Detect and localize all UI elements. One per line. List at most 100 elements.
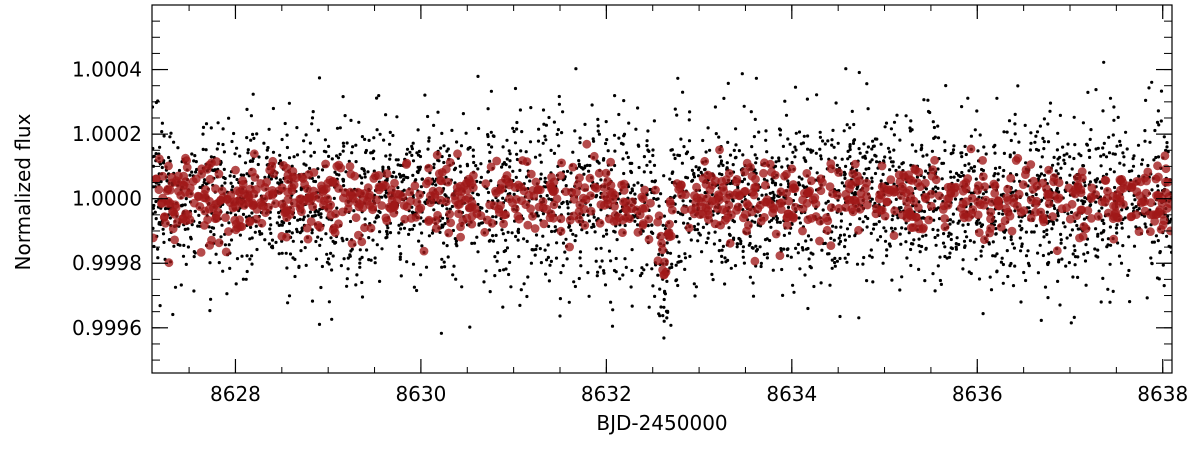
data-point [782, 247, 786, 251]
x-tick-label: 8628 [210, 382, 261, 406]
data-point [662, 336, 666, 340]
data-point [865, 150, 869, 154]
data-point [1162, 284, 1166, 288]
data-point [1024, 254, 1029, 258]
binned-point [770, 170, 780, 180]
binned-point [804, 188, 813, 198]
binned-point [164, 258, 174, 268]
data-point [287, 294, 292, 298]
data-point [595, 159, 599, 163]
data-point [1002, 151, 1007, 155]
data-point [245, 172, 249, 176]
data-point [794, 148, 798, 152]
data-point [337, 173, 341, 177]
data-point [870, 147, 874, 151]
binned-point [282, 213, 292, 223]
binned-point [990, 181, 1000, 191]
data-point [924, 169, 928, 173]
data-point [453, 237, 457, 241]
data-point [876, 238, 880, 242]
binned-point [981, 195, 991, 205]
binned-point [1048, 212, 1057, 221]
binned-point [176, 191, 186, 200]
data-point [216, 142, 220, 146]
data-point [408, 228, 412, 232]
data-point [524, 150, 528, 154]
data-point [862, 255, 866, 260]
data-point [285, 133, 289, 137]
data-point [1143, 129, 1147, 133]
data-point [943, 148, 947, 153]
data-point [407, 232, 411, 236]
data-point [814, 151, 818, 155]
data-point [193, 154, 197, 158]
data-point [802, 134, 806, 138]
data-point [784, 113, 789, 117]
data-point [1152, 158, 1156, 162]
data-point [1042, 173, 1047, 177]
data-point [176, 146, 180, 150]
data-point [578, 250, 583, 254]
data-point [557, 94, 561, 99]
data-point [1073, 248, 1077, 253]
data-point [804, 159, 808, 163]
data-point [233, 213, 238, 217]
data-point [514, 175, 518, 179]
data-point [172, 244, 176, 248]
data-point [931, 272, 935, 276]
binned-point [775, 251, 785, 260]
data-point [159, 180, 163, 184]
data-point [1068, 233, 1072, 237]
data-point [908, 126, 912, 130]
data-point [486, 107, 490, 111]
data-point [320, 264, 324, 269]
data-point [1108, 300, 1112, 304]
data-point [734, 143, 738, 147]
data-point [475, 235, 479, 239]
data-point [1046, 140, 1051, 144]
binned-point [297, 207, 306, 217]
data-point [640, 271, 644, 275]
data-point [582, 172, 586, 176]
data-point [223, 181, 227, 185]
binned-point [993, 196, 1003, 206]
data-point [1029, 141, 1033, 145]
binned-point [510, 204, 520, 214]
data-point [563, 250, 567, 254]
data-point [978, 133, 982, 137]
data-point [417, 149, 421, 153]
data-point [197, 213, 201, 217]
binned-point [260, 183, 270, 192]
binned-point [481, 179, 491, 189]
binned-point [906, 223, 916, 233]
data-point [980, 223, 985, 227]
data-point [290, 164, 294, 168]
binned-point [905, 185, 914, 195]
data-point [381, 165, 385, 169]
data-point [552, 151, 557, 155]
data-point [319, 237, 323, 241]
binned-point [317, 184, 327, 194]
data-point [1115, 223, 1119, 227]
data-point [818, 147, 822, 151]
data-point [1096, 248, 1100, 252]
binned-point [261, 208, 270, 218]
data-point [848, 147, 852, 152]
binned-point [443, 177, 453, 187]
data-point [534, 247, 538, 251]
data-point [1020, 226, 1024, 231]
data-point [490, 145, 494, 149]
data-point [742, 104, 746, 108]
data-point [650, 179, 654, 183]
data-point [842, 129, 846, 133]
data-point [238, 233, 242, 237]
data-point [344, 170, 348, 174]
data-point [265, 148, 269, 152]
data-point [848, 126, 852, 130]
data-point [1080, 199, 1084, 203]
binned-point [181, 153, 190, 163]
data-point [292, 155, 296, 159]
data-point [251, 132, 255, 136]
data-point [474, 164, 478, 168]
data-point [1122, 163, 1126, 167]
